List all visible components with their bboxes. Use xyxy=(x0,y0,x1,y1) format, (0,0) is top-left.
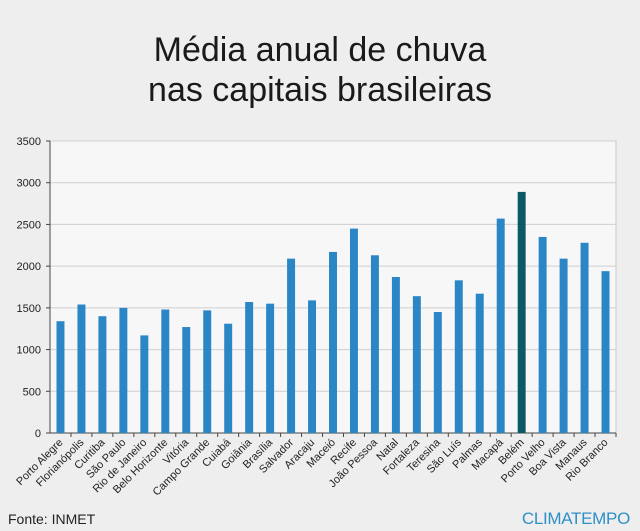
y-tick-label: 2500 xyxy=(17,219,41,231)
y-tick-label: 500 xyxy=(23,386,41,398)
bar xyxy=(475,293,484,433)
bar xyxy=(77,304,86,433)
chart-title-line-1: Média anual de chuva xyxy=(153,31,487,69)
y-tick-label: 2000 xyxy=(17,261,41,273)
bar xyxy=(308,300,317,433)
bar xyxy=(245,302,254,433)
bar xyxy=(329,251,337,433)
bar xyxy=(433,312,442,433)
bar xyxy=(496,218,505,433)
bar xyxy=(391,276,400,433)
bar xyxy=(349,228,358,433)
y-tick-label: 3500 xyxy=(17,136,41,148)
bar xyxy=(454,280,463,433)
bar xyxy=(580,242,589,433)
bar xyxy=(287,258,296,433)
brand-logo: CLIMATEMPO xyxy=(521,509,630,528)
bar xyxy=(412,296,421,433)
source-note: Fonte: INMET xyxy=(8,511,96,527)
bar xyxy=(98,316,107,433)
bar xyxy=(56,321,65,433)
y-tick-label: 1000 xyxy=(17,345,41,357)
bar xyxy=(203,310,212,433)
y-tick-label: 1500 xyxy=(17,303,41,315)
y-tick-label: 0 xyxy=(35,428,41,440)
chart-title-line-2: nas capitais brasileiras xyxy=(148,71,492,109)
bar xyxy=(266,303,275,433)
bar xyxy=(140,335,149,433)
bar xyxy=(182,327,191,433)
bar xyxy=(559,258,568,433)
bar xyxy=(517,191,526,433)
bar xyxy=(224,323,233,433)
chart-title: Média anual de chuva nas capitais brasil… xyxy=(0,30,640,110)
y-tick-label: 3000 xyxy=(17,178,41,190)
bar xyxy=(161,309,170,433)
bar xyxy=(601,271,610,433)
bar xyxy=(538,236,547,433)
bar xyxy=(119,307,128,433)
bar xyxy=(370,255,379,433)
